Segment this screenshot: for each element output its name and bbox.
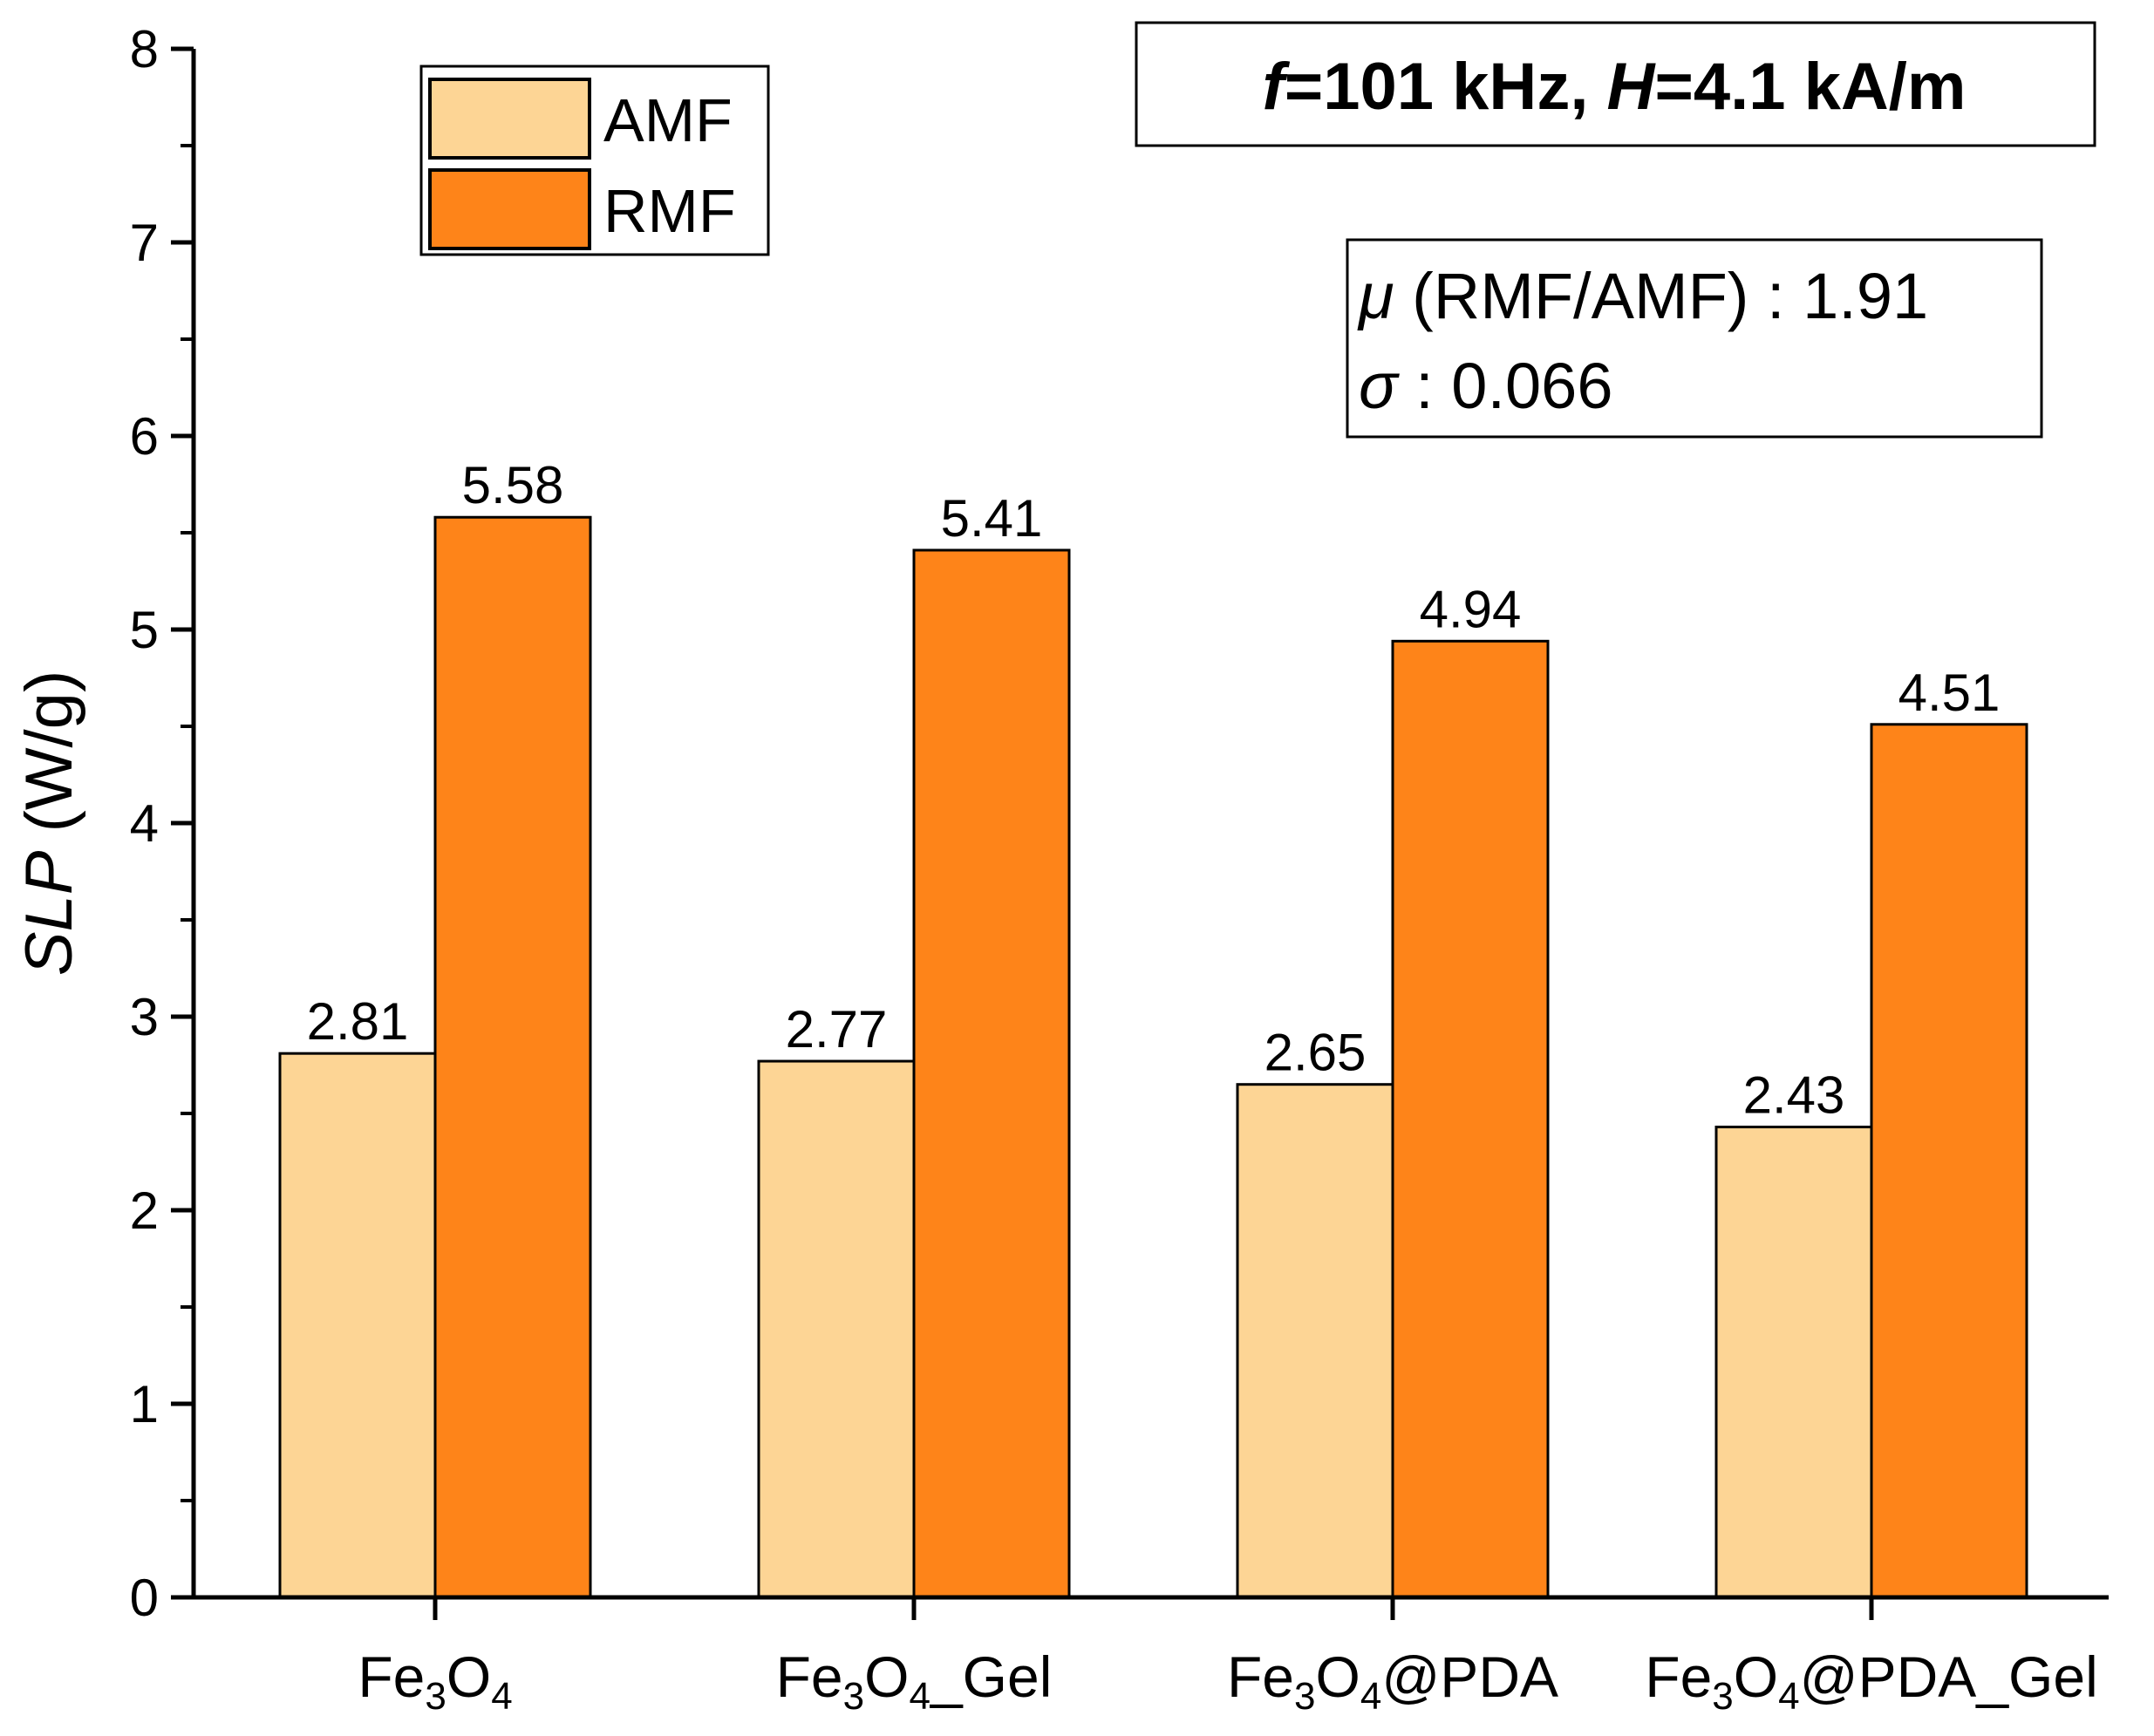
bar-amf [757, 1059, 916, 1599]
x-ticks: Fe3O4 Fe3O4_Gel Fe3O4@PDA Fe3O4@PDA_Gel [358, 1597, 2098, 1718]
x-category-label: Fe3O4 [358, 1644, 512, 1718]
field-value: =4.1 kA/m [1654, 50, 1966, 124]
stats-box-frame [1346, 238, 2043, 439]
sigma-symbol: σ [1359, 350, 1400, 422]
y-tick-label: 5 [130, 601, 159, 659]
bar-value-label: 2.43 [1743, 1066, 1845, 1125]
y-tick-label: 0 [130, 1569, 159, 1627]
bar-rmf [912, 548, 1071, 1599]
bar-value-label: 2.77 [786, 1000, 888, 1059]
data-labels: 2.81 5.58 2.77 5.41 2.65 4.94 2.43 4.51 [307, 456, 2001, 1124]
bar-value-label: 2.81 [307, 992, 409, 1051]
mean-symbol: μ [1357, 260, 1394, 332]
bar-value-label: 5.58 [462, 456, 564, 514]
x-category-label: Fe3O4@PDA [1227, 1644, 1558, 1718]
bar-value-label: 4.94 [1420, 580, 1522, 638]
bar-rmf [433, 515, 592, 1599]
bar-value-label: 4.51 [1898, 664, 2001, 722]
y-axis-label-symbol: SLP [12, 850, 86, 976]
bars-layer [278, 515, 2028, 1599]
bar-amf [1714, 1126, 1873, 1599]
y-tick-label: 1 [130, 1375, 159, 1433]
stats-mean-text: μ (RMF/AMF) : 1.91 [1357, 260, 1928, 332]
y-tick-label: 7 [130, 214, 159, 272]
x-category-label: Fe3O4@PDA_Gel [1645, 1644, 2097, 1718]
field-symbol: H [1607, 50, 1657, 124]
legend-label-rmf: RMF [603, 177, 736, 245]
y-tick-label: 2 [130, 1181, 159, 1240]
y-axis-label: SLP (W/g) [12, 671, 86, 977]
bar-amf [1236, 1083, 1394, 1599]
frequency-value: =101 kHz, [1285, 50, 1607, 124]
y-tick-label: 6 [130, 407, 159, 466]
stats-sigma-text: σ : 0.066 [1359, 350, 1612, 422]
sigma-value: : 0.066 [1398, 350, 1613, 422]
condition-box-frame [1135, 21, 2096, 147]
bar-value-label: 5.41 [941, 489, 1043, 548]
x-category-label: Fe3O4_Gel [776, 1644, 1053, 1718]
y-tick-label: 3 [130, 988, 159, 1046]
bar-rmf [1870, 723, 2028, 1599]
bar-rmf [1391, 639, 1550, 1599]
condition-box: f=101 kHz, H=4.1 kA/m [1135, 21, 2096, 147]
legend: AMF RMF [419, 65, 770, 256]
legend-swatch-amf [428, 78, 591, 160]
stats-box: μ (RMF/AMF) : 1.91 σ : 0.066 [1346, 238, 2043, 439]
y-tick-label: 4 [130, 794, 159, 853]
y-ticks: 0 1 2 3 4 5 6 7 8 [130, 20, 194, 1627]
y-axis-label-unit: (W/g) [12, 671, 86, 851]
legend-swatch-rmf [428, 168, 591, 250]
bar-amf [278, 1052, 437, 1599]
legend-label-amf: AMF [603, 86, 733, 154]
y-tick-label: 8 [130, 20, 159, 78]
mean-value: (RMF/AMF) : 1.91 [1394, 260, 1929, 332]
condition-text: f=101 kHz, H=4.1 kA/m [1263, 50, 1967, 124]
bar-value-label: 2.65 [1264, 1024, 1367, 1082]
